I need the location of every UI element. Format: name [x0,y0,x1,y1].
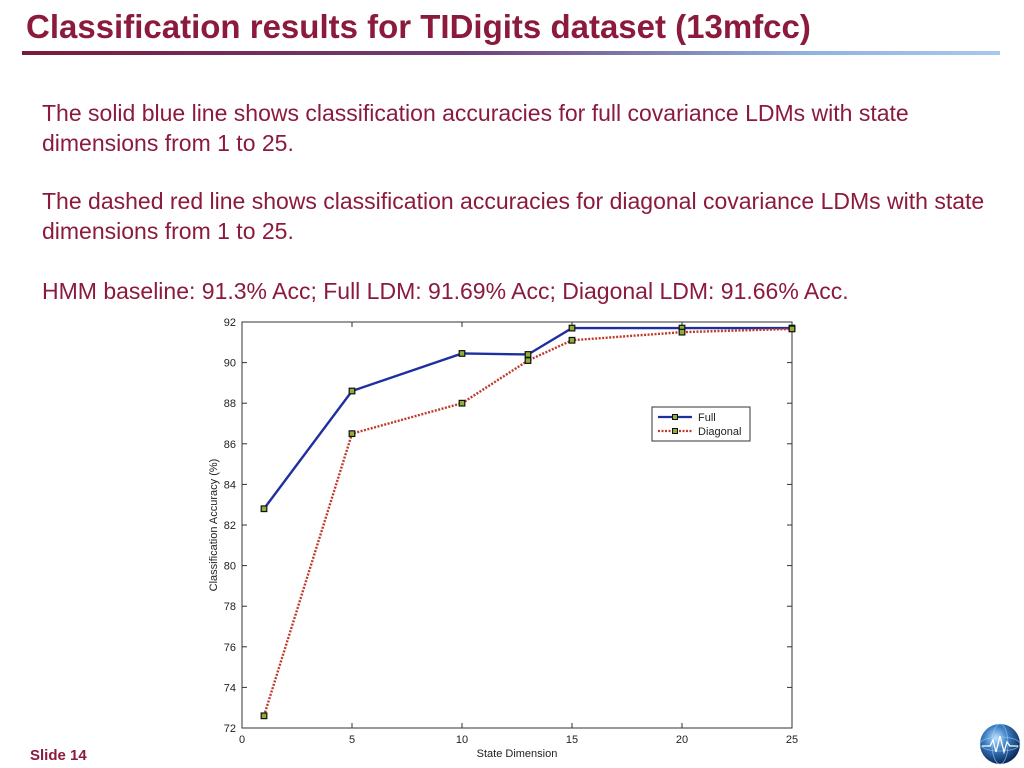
y-tick-label: 80 [224,561,236,573]
paragraph-diagonal-covariance: The dashed red line shows classification… [42,188,985,244]
x-tick-label: 25 [786,734,798,746]
data-point-full [524,351,532,358]
x-tick-label: 15 [566,734,578,746]
legend-marker-full [672,414,678,420]
y-tick-label: 76 [224,642,236,654]
accuracy-line-chart: 72 74 76 78 80 82 84 86 88 90 92 0 5 10 15 20 25 State Di… [208,317,798,760]
y-tick-label: 92 [224,317,236,329]
data-point-diagonal [260,712,268,720]
paragraph-full-covariance: The solid blue line shows classification… [42,100,909,156]
y-tick-label: 78 [224,601,236,613]
paragraph-results-summary: HMM baseline: 91.3% Acc; Full LDM: 91.69… [42,278,849,304]
data-point-diagonal [524,357,532,364]
slide-number: Slide 14 [30,747,87,764]
data-point-full [348,387,356,395]
y-axis-label: Classification Accuracy (%) [208,459,220,592]
legend-label-full: Full [698,412,716,424]
title-divider [22,51,1000,55]
legend-box [651,406,751,442]
data-point-diagonal [458,399,466,407]
data-point-diagonal [678,328,686,336]
y-tick-label: 90 [224,358,236,370]
x-tick-label: 0 [239,734,245,746]
data-point-full [568,324,576,332]
slide-title: Classification results for TIDigits data… [26,8,811,45]
x-axis-label: State Dimension [477,748,558,760]
x-tick-label: 5 [349,734,355,746]
y-tick-label: 82 [224,520,236,532]
y-tick-label: 84 [224,479,236,491]
plot-frame [241,321,793,729]
data-point-full [458,350,466,357]
legend-marker-diagonal [672,428,678,434]
data-point-diagonal [348,430,356,438]
legend-label-diagonal: Diagonal [698,426,741,438]
data-point-diagonal [788,325,796,333]
y-tick-label: 72 [224,723,236,735]
x-tick-label: 10 [456,734,468,746]
x-tick-label: 20 [676,734,688,746]
data-point-full [260,505,268,513]
y-tick-label: 86 [224,439,236,451]
y-tick-label: 74 [224,682,236,694]
globe-icon [979,723,1021,765]
y-tick-label: 88 [224,398,236,410]
data-point-diagonal [568,336,576,344]
